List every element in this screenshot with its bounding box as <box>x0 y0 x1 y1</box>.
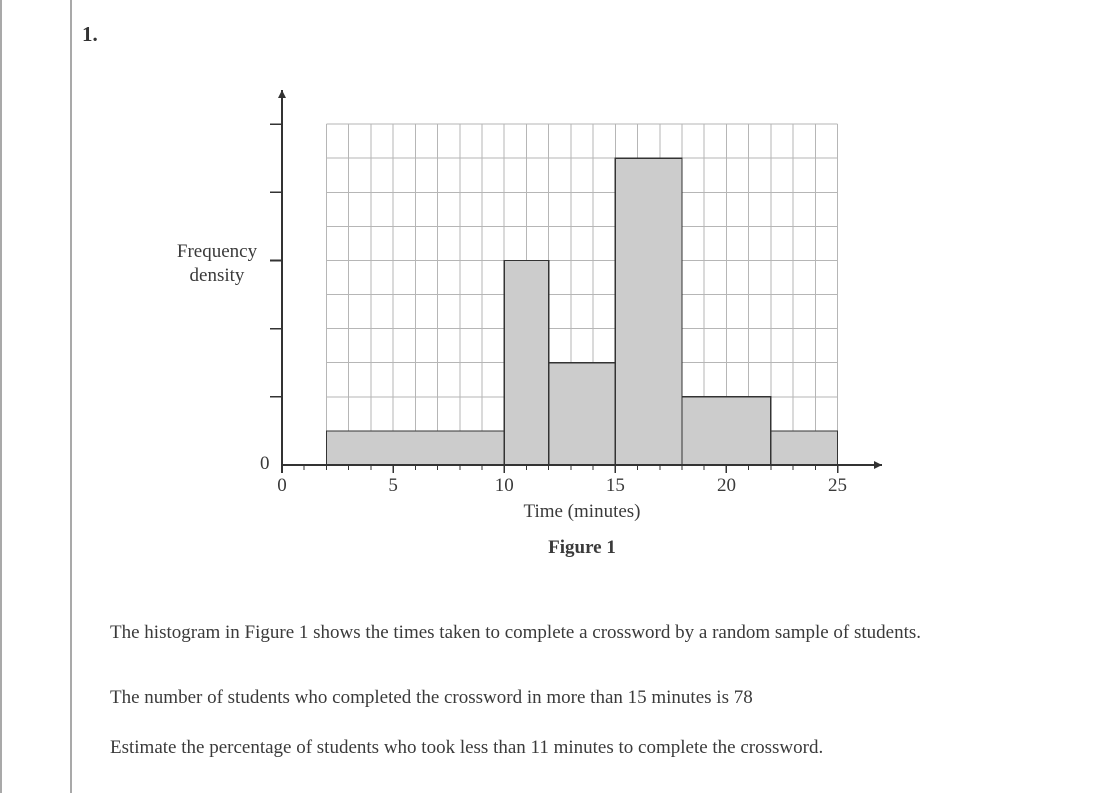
question-text-p3: Estimate the percentage of students who … <box>110 735 1024 761</box>
question-text-p2: The number of students who completed the… <box>110 685 1024 711</box>
histogram-chart <box>262 70 902 485</box>
y-axis-label-line2: density <box>190 265 245 286</box>
question-number: 1. <box>82 22 98 47</box>
x-axis-label: Time (minutes) <box>282 501 882 523</box>
y-axis-label: Frequency density <box>162 240 272 288</box>
figure-caption: Figure 1 <box>282 537 882 559</box>
question-text-p1: The histogram in Figure 1 shows the time… <box>110 620 1024 646</box>
page: 1. Frequency density 0 0510152025 Time (… <box>0 0 1112 793</box>
histogram-bars <box>326 158 837 465</box>
y-axis-label-line1: Frequency <box>177 241 257 262</box>
left-margin-rule <box>70 0 72 793</box>
